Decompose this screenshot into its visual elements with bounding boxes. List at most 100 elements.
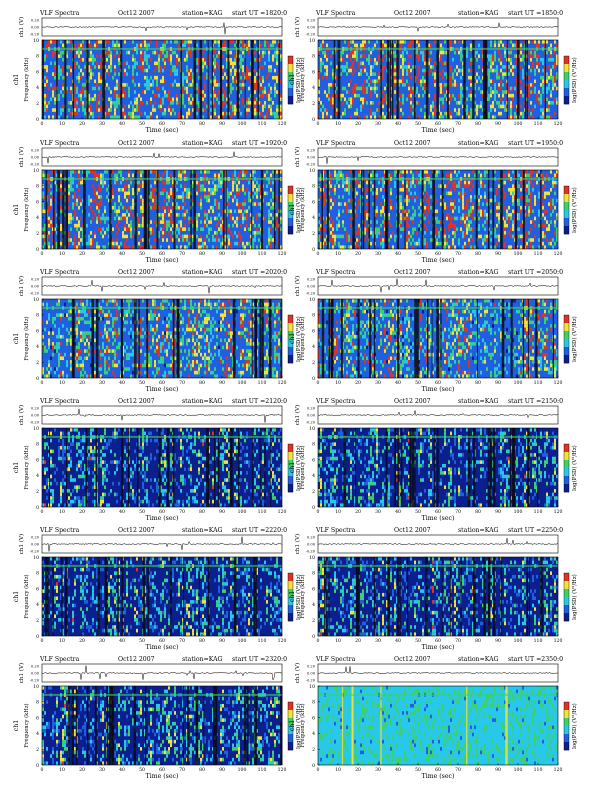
spectrogram-cell xyxy=(52,170,54,174)
spectrogram-cell xyxy=(418,57,420,62)
spectrogram-cell xyxy=(100,202,102,206)
y-tick-label: 4 xyxy=(36,215,39,221)
spectrogram-cell xyxy=(84,93,86,98)
spectrogram-cell xyxy=(464,220,466,224)
spectrogram-cell xyxy=(458,238,460,242)
spectrogram-cell xyxy=(198,90,200,94)
spectrogram-cell xyxy=(222,173,224,178)
spectrogram-cell xyxy=(498,205,500,210)
spectrogram-cell xyxy=(266,111,268,116)
spectrogram-cell xyxy=(402,93,404,98)
spectrogram-cell xyxy=(410,241,412,246)
spectrogram-cell xyxy=(378,115,380,119)
spectrogram-cell xyxy=(166,40,168,44)
spectrogram-cell xyxy=(428,205,430,210)
spectrogram-cell xyxy=(192,170,194,174)
spectrogram-cell xyxy=(50,97,52,102)
spectrogram-cell xyxy=(188,97,190,102)
spectrogram-cell xyxy=(360,104,362,109)
spectrogram-cell xyxy=(134,83,136,87)
spectrogram-cell xyxy=(496,65,498,69)
spectrogram-cell xyxy=(144,72,146,76)
spectrogram-cell xyxy=(84,108,86,112)
spectrogram-cell xyxy=(454,40,456,44)
spectrogram-cell xyxy=(226,223,228,228)
spectrogram-cell xyxy=(236,184,238,188)
spectrogram-cell xyxy=(460,191,462,196)
spectrogram-cell xyxy=(90,72,92,76)
spectrogram-sweep xyxy=(211,40,213,119)
spectrogram-cell xyxy=(252,245,254,249)
spectrogram-cell xyxy=(352,97,354,102)
spectrogram-cell xyxy=(552,180,554,185)
spectrogram-cell xyxy=(90,170,92,174)
spectrogram-sweep xyxy=(333,40,336,119)
spectrogram-cell xyxy=(370,241,372,246)
spectrogram-cell xyxy=(226,170,228,174)
colorbar-label: log(PSD) (V²/Hz) xyxy=(295,187,302,233)
spectrogram-cell xyxy=(420,83,422,87)
spectrogram-cell xyxy=(530,202,532,206)
spectrogram-cell xyxy=(156,115,158,119)
spectrogram-cell xyxy=(222,220,224,224)
spectrogram-cell xyxy=(44,195,46,199)
colorbar-segment xyxy=(288,56,293,65)
spectrogram-cell xyxy=(502,104,504,109)
spectrogram-cell xyxy=(100,187,102,192)
spectrogram-cell xyxy=(406,111,408,116)
spectrogram-cell xyxy=(218,115,220,119)
spectrogram-cell xyxy=(382,205,384,210)
spectrogram-cell xyxy=(224,184,226,188)
spectrogram-cell xyxy=(136,184,138,188)
spectrogram-cell xyxy=(128,93,130,98)
spectrogram-cell xyxy=(556,173,558,178)
spectrogram-cell xyxy=(168,54,170,58)
spectrogram-cell xyxy=(424,57,426,62)
spectrogram-cell xyxy=(160,198,162,203)
spectrogram-cell xyxy=(154,205,156,210)
spectrogram-cell xyxy=(440,241,442,246)
spectrogram-cell xyxy=(226,209,228,214)
spectrogram-cell xyxy=(328,245,330,249)
spectrogram-cell xyxy=(142,101,144,105)
spectrogram-cell xyxy=(280,79,282,84)
spectrogram-cell xyxy=(496,241,498,246)
spectrogram-cell xyxy=(546,50,548,55)
colorbar-segment xyxy=(288,186,293,195)
spectrogram-sweep xyxy=(486,40,488,119)
spectrogram-cell xyxy=(328,191,330,196)
spectrogram-cell xyxy=(484,245,486,249)
spectrogram-cell xyxy=(434,40,436,44)
spectrogram-cell xyxy=(106,241,108,246)
spectrogram-cell xyxy=(162,97,164,102)
spectrogram-cell xyxy=(376,227,378,232)
spectrogram-cell xyxy=(354,86,356,91)
spectrogram-cell xyxy=(218,227,220,232)
spectrogram-cell xyxy=(88,241,90,246)
spectrogram-cell xyxy=(52,245,54,249)
spectrogram-cell xyxy=(280,187,282,192)
spectrogram-cell xyxy=(80,90,82,94)
x-tick-label: 20 xyxy=(79,251,85,257)
spectrogram-cell xyxy=(424,216,426,221)
spectrogram-cell xyxy=(550,93,552,98)
spectrogram-cell xyxy=(92,209,94,214)
spectrogram-cell xyxy=(322,75,324,80)
spectrogram-cell xyxy=(346,205,348,210)
spectrogram-cell xyxy=(42,234,44,239)
spectrogram-cell xyxy=(504,104,506,109)
spectrogram-cell xyxy=(42,205,44,210)
spectrogram-cell xyxy=(528,187,530,192)
spectrogram-cell xyxy=(134,61,136,66)
spectrogram-cell xyxy=(222,209,224,214)
spectrogram-cell xyxy=(428,180,430,185)
spectrogram-cell xyxy=(530,57,532,62)
spectrogram-cell xyxy=(318,220,320,224)
spectrogram-cell xyxy=(428,93,430,98)
spectrogram-cell xyxy=(270,104,272,109)
spectrogram-cell xyxy=(546,108,548,112)
spectrogram-cell xyxy=(362,213,364,217)
spectrogram-cell xyxy=(492,115,494,119)
spectrogram-cell xyxy=(108,65,110,69)
spectrogram-cell xyxy=(108,184,110,188)
